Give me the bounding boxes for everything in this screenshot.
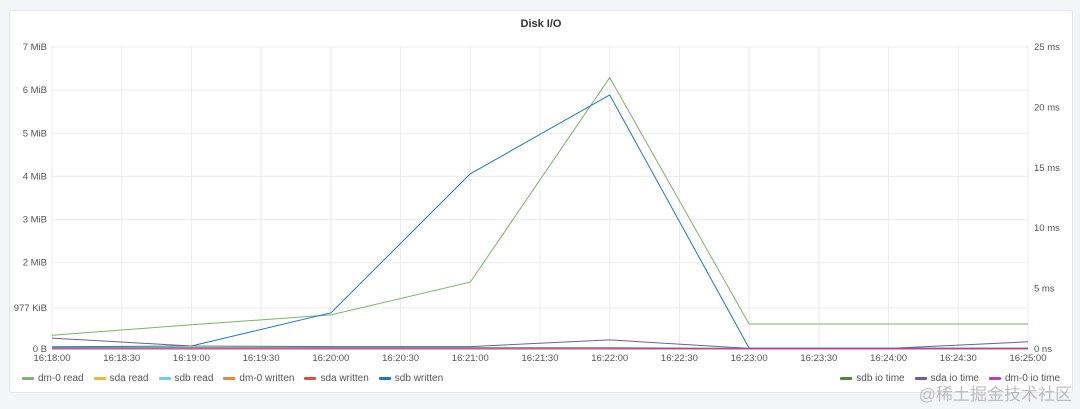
y-right-tick-label: 10 ms — [1034, 223, 1060, 234]
x-tick-label: 16:22:00 — [591, 353, 628, 364]
y-left-tick-label: 5 MiB — [23, 128, 47, 139]
legend-swatch — [22, 377, 34, 380]
legend-swatch — [988, 377, 1001, 380]
legend-label: dm-0 read — [38, 373, 84, 384]
y-left-tick-label: 977 KiB — [14, 303, 47, 314]
chart-panel: Disk I/O 0 B 977 KiB 2 MiB 3 MiB 4 MiB 5 MiB 6… — [9, 10, 1073, 393]
legend-swatch — [914, 377, 927, 380]
y-right-tick-label: 20 ms — [1034, 102, 1060, 113]
legend-label: sda io time — [930, 373, 979, 384]
x-tick-label: 16:24:30 — [940, 353, 977, 364]
series-line-dm-0-read — [51, 76, 1028, 336]
legend-item[interactable]: dm-0 written — [223, 373, 294, 384]
y-right-tick-label: 0 ns — [1034, 344, 1052, 355]
disk-io-chart: 0 B 977 KiB 2 MiB 3 MiB 4 MiB 5 MiB 6 MiB 7 MiB… — [14, 42, 1060, 364]
y-left-tick-label: 6 MiB — [23, 85, 47, 96]
x-tick-label: 16:23:00 — [731, 353, 768, 364]
x-tick-label: 16:22:30 — [661, 353, 698, 364]
x-tick-label: 16:20:00 — [312, 353, 349, 364]
y-left-tick-label: 2 MiB — [23, 258, 47, 269]
legend-item[interactable]: sda io time — [914, 373, 979, 384]
legend-label: sda written — [320, 373, 369, 384]
legend-swatch — [93, 377, 106, 380]
legend-item[interactable]: dm-0 read — [22, 373, 84, 384]
y-left-tick-label: 7 MiB — [23, 42, 47, 53]
x-tick-label: 16:20:30 — [382, 353, 419, 364]
legend-left: dm-0 read sda read sdb read dm-0 written sda… — [22, 373, 443, 384]
y-left-tick-label: 4 MiB — [23, 171, 47, 182]
legend-label: sdb read — [174, 373, 214, 384]
x-tick-label: 16:21:30 — [522, 353, 559, 364]
watermark: @稀土掘金技术社区 — [918, 385, 1072, 404]
legend-item[interactable]: sdb written — [378, 373, 444, 384]
x-tick-label: 16:24:00 — [870, 353, 907, 364]
legend-item[interactable]: sdb read — [158, 373, 214, 384]
y-right-tick-label: 15 ms — [1034, 163, 1060, 174]
x-tick-label: 16:19:30 — [243, 353, 280, 364]
y-left-tick-label: 3 MiB — [23, 215, 47, 226]
legend-swatch — [840, 377, 853, 380]
legend-label: dm-0 io time — [1004, 373, 1060, 384]
legend-item[interactable]: sda read — [93, 373, 149, 384]
legend-label: sdb written — [394, 373, 444, 384]
x-tick-label: 16:18:30 — [103, 353, 140, 364]
x-tick-label: 16:23:30 — [800, 353, 837, 364]
y-right-tick-label: 25 ms — [1034, 42, 1060, 53]
x-tick-label: 16:18:00 — [34, 353, 71, 364]
legend-item[interactable]: dm-0 io time — [988, 373, 1060, 384]
legend-swatch — [378, 377, 391, 380]
y-right-tick-label: 5 ms — [1034, 284, 1055, 295]
x-tick-label: 16:25:00 — [1010, 353, 1047, 364]
legend-label: sda read — [109, 373, 149, 384]
legend-swatch — [158, 377, 171, 380]
legend-item[interactable]: sdb io time — [840, 373, 905, 384]
chart-title: Disk I/O — [520, 18, 562, 30]
legend-item[interactable]: sda written — [304, 373, 369, 384]
x-tick-label: 16:21:00 — [452, 353, 489, 364]
legend-label: sdb io time — [856, 373, 905, 384]
legend-label: dm-0 written — [239, 373, 295, 384]
x-tick-label: 16:19:00 — [173, 353, 210, 364]
legend-right: sdb io time sda io time dm-0 io time — [840, 373, 1060, 384]
legend-swatch — [223, 377, 236, 380]
legend-swatch — [304, 377, 317, 380]
y-left-tick-label: 0 B — [33, 344, 47, 355]
